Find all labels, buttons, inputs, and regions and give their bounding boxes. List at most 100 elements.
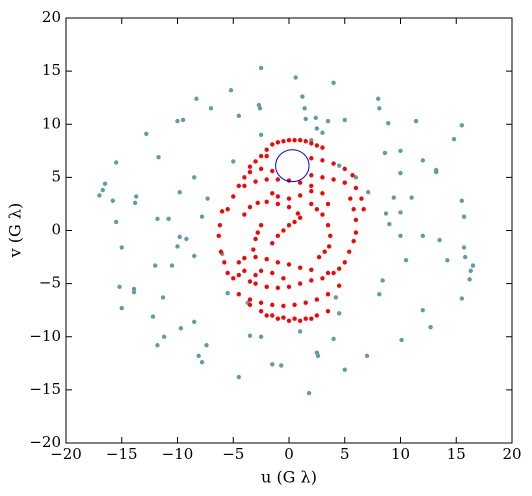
point <box>166 216 171 222</box>
point <box>303 316 308 321</box>
point <box>144 131 149 137</box>
point <box>315 353 321 359</box>
point <box>275 201 281 207</box>
point <box>342 180 347 185</box>
point <box>391 195 397 200</box>
point <box>236 292 242 297</box>
point <box>156 154 161 160</box>
y-tick-label: 20 <box>42 8 61 26</box>
point <box>297 281 303 286</box>
point <box>313 115 318 121</box>
x-tick-label: −10 <box>162 445 194 463</box>
point <box>236 374 242 380</box>
point <box>218 249 224 254</box>
y-tick-label: −5 <box>39 274 61 292</box>
point <box>155 343 160 348</box>
point <box>286 222 292 228</box>
point <box>102 181 108 186</box>
point <box>194 96 199 101</box>
point <box>175 118 180 124</box>
point <box>437 237 442 243</box>
point <box>264 256 269 262</box>
x-tick-label: 5 <box>340 445 350 463</box>
point <box>459 123 465 128</box>
point <box>376 96 381 101</box>
point <box>247 302 253 308</box>
point <box>100 187 105 193</box>
point <box>300 94 305 99</box>
point <box>270 241 275 246</box>
point <box>445 258 450 263</box>
point <box>303 139 308 144</box>
point <box>306 390 312 396</box>
x-tick-label: 10 <box>391 445 410 463</box>
point <box>420 233 425 239</box>
point <box>275 233 281 239</box>
point <box>297 137 303 143</box>
point <box>275 316 281 321</box>
point <box>255 230 260 235</box>
point <box>322 249 327 254</box>
point <box>264 177 269 182</box>
point <box>331 161 336 166</box>
point <box>258 132 264 138</box>
point <box>380 278 385 283</box>
point <box>320 191 325 196</box>
point <box>461 245 467 250</box>
point <box>255 200 260 206</box>
point <box>382 150 388 156</box>
point <box>275 140 281 145</box>
point <box>353 217 359 223</box>
point <box>264 199 269 205</box>
point <box>331 336 336 342</box>
point <box>153 263 158 268</box>
point <box>461 214 467 219</box>
point <box>177 190 182 195</box>
point <box>161 334 167 339</box>
point <box>180 117 186 123</box>
point <box>286 262 292 267</box>
point <box>328 233 333 239</box>
point <box>383 211 389 216</box>
point <box>281 276 286 281</box>
x-tick-label: 20 <box>502 445 521 463</box>
point <box>361 207 366 212</box>
point <box>309 267 314 273</box>
point <box>225 207 230 212</box>
point <box>175 244 180 249</box>
point <box>199 360 205 365</box>
x-tick-label: 15 <box>447 445 466 463</box>
point <box>231 276 236 281</box>
point <box>281 303 286 309</box>
point <box>336 266 342 271</box>
point <box>320 212 325 217</box>
y-tick-label: −10 <box>29 327 61 345</box>
point <box>314 297 320 302</box>
point <box>275 285 281 291</box>
point <box>336 163 342 168</box>
point <box>353 185 359 191</box>
point <box>286 137 292 143</box>
point <box>297 193 303 198</box>
point <box>347 249 352 254</box>
point <box>253 254 258 260</box>
point <box>303 300 308 305</box>
point <box>236 260 242 265</box>
point <box>117 284 122 290</box>
point <box>342 117 347 123</box>
point <box>297 215 303 220</box>
point <box>320 276 325 281</box>
point <box>309 188 314 194</box>
point <box>386 120 391 126</box>
point <box>270 270 275 276</box>
point <box>433 169 439 175</box>
point <box>270 362 275 367</box>
point <box>314 143 320 148</box>
point <box>420 158 425 163</box>
point <box>325 292 331 297</box>
point <box>247 164 253 169</box>
point <box>398 170 403 176</box>
point <box>242 255 247 261</box>
point <box>258 334 264 339</box>
point <box>297 329 303 334</box>
